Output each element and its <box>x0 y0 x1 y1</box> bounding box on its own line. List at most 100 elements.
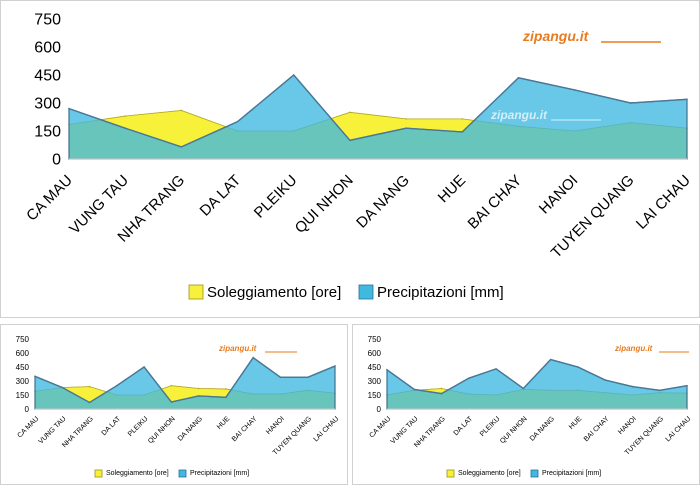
rainfall-point <box>577 366 579 368</box>
x-category-label: CA MAU <box>16 415 40 439</box>
x-category-label: BAI CHAY <box>231 415 259 443</box>
rainfall-point <box>468 377 470 379</box>
rainfall-point <box>292 74 295 76</box>
x-category-label: CA MAU <box>23 172 76 225</box>
y-tick-label: 0 <box>377 405 382 414</box>
rainfall-point <box>180 146 183 148</box>
rainfall-area <box>34 356 336 410</box>
y-tick-label: 600 <box>368 349 382 358</box>
rainfall-line <box>68 74 688 148</box>
y-tick-label: 150 <box>368 391 382 400</box>
rainfall-point <box>440 392 443 395</box>
x-category-label: LAI CHAU <box>633 172 694 233</box>
y-tick-label: 750 <box>16 335 30 344</box>
rainfall-point <box>386 369 388 371</box>
watermark-text: zipangu.it <box>218 344 257 353</box>
y-tick-label: 750 <box>368 335 382 344</box>
sunshine-point <box>170 384 173 387</box>
rainfall-point <box>658 389 661 392</box>
x-category-label: PLEIKU <box>479 415 502 438</box>
legend-label-sunshine: Soleggiamento [ore] <box>106 470 169 477</box>
rainfall-point <box>405 127 407 129</box>
rainfall-point <box>197 395 200 397</box>
y-tick-label: 150 <box>16 391 30 400</box>
x-category-label: QUI NHON <box>499 415 529 445</box>
sunshine-point <box>461 118 464 120</box>
y-tick-label: 450 <box>16 363 30 372</box>
y-tick-label: 0 <box>52 152 61 169</box>
legend-label-rainfall: Precipitazioni [mm] <box>190 470 249 477</box>
rainfall-point <box>349 139 351 142</box>
y-tick-label: 0 <box>25 405 30 414</box>
rainfall-point <box>34 375 36 378</box>
x-category-label: BAI CHAY <box>583 415 611 443</box>
y-tick-label: 750 <box>34 12 61 29</box>
x-category-label: HANOI <box>536 172 582 218</box>
x-category-label: DA LAT <box>197 172 245 220</box>
rainfall-point <box>686 384 688 387</box>
x-category-label: HUE <box>568 415 584 431</box>
sunshine-point <box>124 115 126 117</box>
rainfall-point <box>236 120 239 123</box>
rainfall-point <box>306 376 309 379</box>
rainfall-point <box>88 401 91 404</box>
legend-label-rainfall: Precipitazioni [mm] <box>542 470 601 477</box>
sunshine-point <box>349 111 351 114</box>
x-category-label: HANOI <box>265 415 286 436</box>
watermark-text: zipangu.it <box>522 28 590 44</box>
legend-label-sunshine: Soleggiamento [ore] <box>458 470 521 477</box>
x-category-label: DA NANG <box>529 415 556 442</box>
rainfall-point <box>549 358 552 361</box>
x-category-label: HUE <box>435 172 469 206</box>
x-category-label: LAI CHAU <box>665 415 693 443</box>
legend-swatch-rainfall <box>178 469 187 478</box>
legend-swatch-sunshine <box>94 469 103 478</box>
rainfall-point <box>334 365 336 367</box>
x-category-label: HANOI <box>617 415 638 436</box>
y-tick-label: 600 <box>16 349 30 358</box>
rainfall-point <box>116 384 118 387</box>
x-category-label: LAI CHAU <box>313 415 341 443</box>
x-category-label: DA LAT <box>101 415 123 437</box>
watermark-text: zipangu.it <box>614 344 653 353</box>
x-category-label: QUI NHON <box>292 172 357 237</box>
rainfall-point <box>252 356 254 359</box>
rainfall-point <box>461 131 464 133</box>
rainfall-point <box>604 379 606 381</box>
y-tick-label: 300 <box>16 377 30 386</box>
rainfall-point <box>143 366 145 368</box>
x-category-label: HUE <box>216 415 232 431</box>
legend-swatch-rainfall <box>358 284 374 300</box>
right-chart-panel: 0 150 300 450 600 750 CA MAU VUNG TAU NHA TRANG D… <box>352 324 700 485</box>
x-category-label: PLEIKU <box>127 415 150 438</box>
x-category-label: BAI CHAY <box>465 172 526 233</box>
x-category-label: CA MAU <box>368 415 392 439</box>
rainfall-point <box>631 385 634 388</box>
y-tick-label: 600 <box>34 40 61 57</box>
rainfall-point <box>517 77 520 79</box>
rainfall-point <box>573 89 576 91</box>
x-category-label: DA NANG <box>353 172 413 232</box>
rainfall-point <box>61 386 64 389</box>
main-chart-panel: 0 150 300 450 600 750 CA MAU VUNG TAU NHA TRANG D… <box>0 0 700 318</box>
sunshine-point <box>405 118 407 120</box>
legend-label-sunshine: Soleggiamento [ore] <box>207 284 341 301</box>
rainfall-point <box>413 388 416 391</box>
legend-label-rainfall: Precipitazioni [mm] <box>377 284 504 301</box>
sunshine-point <box>440 387 443 390</box>
sunshine-point <box>88 385 91 388</box>
sunshine-point <box>197 387 200 390</box>
rainfall-point <box>495 368 497 370</box>
legend-swatch-rainfall <box>530 469 539 478</box>
rainfall-point <box>630 102 632 104</box>
x-category-label: PLEIKU <box>251 172 301 222</box>
rainfall-point <box>68 107 70 110</box>
y-tick-label: 450 <box>34 68 61 85</box>
y-tick-label: 150 <box>34 124 61 141</box>
y-tick-label: 300 <box>368 377 382 386</box>
legend-swatch-sunshine <box>446 469 455 478</box>
y-tick-label: 300 <box>34 96 61 113</box>
rainfall-point <box>522 387 525 390</box>
rainfall-point <box>124 127 126 129</box>
